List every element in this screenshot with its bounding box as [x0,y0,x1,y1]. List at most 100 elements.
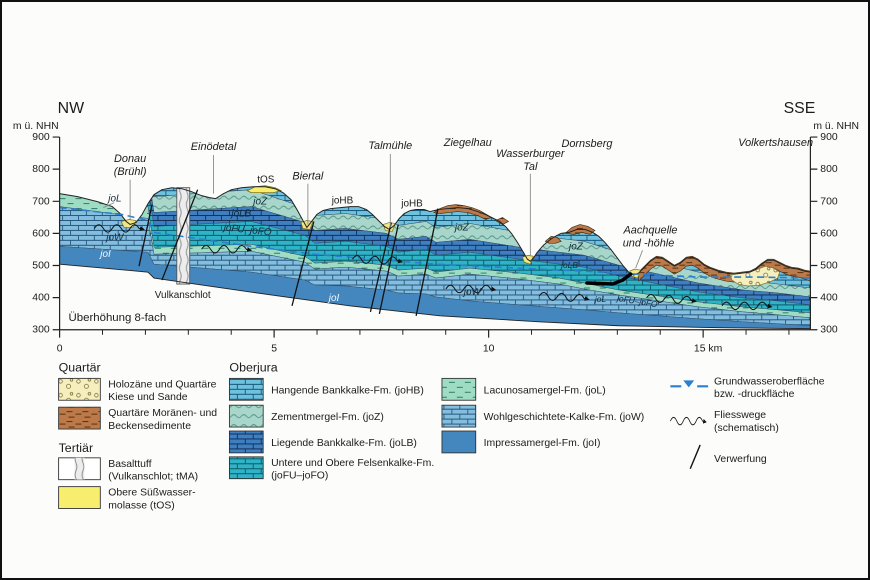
legend-swatch-moraene [58,406,101,430]
elev-tick-label: 500 [32,260,50,271]
stratum-label-johb: joHB [400,199,423,210]
place-label: (Brühl) [114,166,147,178]
stratum-label-tos: tOS [257,175,274,186]
legend-symbol-label: (schematisch) [714,423,779,434]
fault-line [291,221,315,307]
legend-item-label: Untere und Obere Felsenkalke-Fm. [271,458,434,469]
dist-tick-label: 10 [483,344,495,355]
fault-line [161,189,199,281]
fault-line [415,208,439,316]
legend-item-label: (Vulkanschlot; tMA) [108,472,198,483]
legend-item-label: Kiese und Sande [108,392,187,403]
orientation-left-label: NW [58,100,84,117]
terrain-outline [59,186,811,276]
legend-header-tertiaer: Tertiär [59,441,93,455]
legend-item-label: Impressamergel-Fm. (joI) [484,438,601,449]
fault-line [138,204,153,267]
elev-tick-label-right: 800 [820,164,838,175]
legend-symbol-label: bzw. -druckfläche [714,389,795,400]
stratum-labels: joL joW joI tOS joZ joLB joFU–joFO joHB … [98,175,658,310]
elev-tick-label: 600 [32,228,50,239]
place-label: Einödetal [191,141,237,153]
place-label: Wasserburger [496,148,565,160]
place-label: Tal [523,161,538,173]
elev-tick-label-right: 900 [820,132,838,143]
legend-item-label: Liegende Bankkalke-Fm. (joLB) [271,438,417,449]
valley-fills [120,219,642,279]
stratum-label-joz: joZ [453,222,470,233]
bottom-axis-minor-ticks [102,329,790,335]
dist-tick-label: 5 [271,344,277,355]
legend-item-label: Basalttuff [108,459,151,470]
right-axis-unit: m ü. NHN [813,121,859,132]
elev-tick-label: 900 [32,132,50,143]
legend-swatch-johb [228,377,264,401]
place-label: Donau [114,153,146,165]
leader-line [103,202,115,208]
bottom-axis-major-ticks [59,329,704,338]
elev-tick-label-right: 500 [820,260,838,271]
groundwater-symbol-triangle [683,380,695,388]
stratum-label-jolb: joLB [560,260,578,270]
elev-tick-label: 400 [32,293,50,304]
stratum-label-joi: joI [327,293,340,304]
left-axis-unit: m ü. NHN [13,121,59,132]
stratum-label-jol: joL [594,294,607,304]
legend-item-label: Wohlgeschichtete-Kalke-Fm. (joW) [484,412,645,423]
stratum-label-joz: joZ [251,197,268,208]
legend-item-label: Obere Süßwasser- [108,488,195,499]
fault-line [369,222,392,312]
fault-line [378,224,399,314]
legend-swatch-joi [441,430,477,454]
groundwater-table-line [59,206,811,279]
faults [138,189,439,316]
exaggeration-note: Überhöhung 8-fach [69,312,167,324]
axis-labels: NW SSE m ü. NHN m ü. NHN 900 800 700 600… [13,100,859,354]
elev-tick-label-right: 300 [820,325,838,336]
legend-item-label: Holozäne und Quartäre [108,379,216,390]
legend: Quartär Holozäne und Quartäre Kiese und … [58,360,825,511]
elev-tick-label: 700 [32,196,50,207]
legend-symbol-label: Fliesswege [714,410,766,421]
dist-tick-label: 15 km [694,344,722,355]
axes [52,136,818,338]
stratum-label-jow: joW [462,287,483,298]
legend-header-quartaer: Quartär [59,360,101,374]
place-label: Biertal [292,171,323,183]
elev-tick-label: 300 [32,325,50,336]
legend-symbol-groundwater [670,380,709,388]
legend-swatch-jolb [228,430,264,454]
legend-swatch-holozaen [58,377,101,401]
legend-item-label: Zementmergel-Fm. (joZ) [271,412,384,423]
elev-tick-label-right: 600 [820,228,838,239]
place-label: Aachquelle [623,224,678,236]
stratum-label-joi: joI [98,249,111,260]
place-labels: Donau (Brühl) Einödetal Biertal Talmühle… [114,137,813,249]
dist-tick-label: 0 [57,344,63,355]
legend-item-label: Lacunosamergel-Fm. (joL) [484,385,606,396]
left-axis-ticks [52,136,60,331]
place-label: Talmühle [368,140,412,152]
stratum-label-jow: joW [104,232,125,243]
legend-item-label: Quartäre Moränen- und [108,408,217,419]
place-label: Ziegelhau [443,137,492,149]
legend-item-label: Hangende Bankkalke-Fm. (joHB) [271,385,424,396]
stratum-label-jofu: joFU–joFO [221,222,272,238]
stratum-label-joz: joZ [567,241,584,252]
right-axis-ticks [810,136,818,331]
stratum-label-jol: joL [106,194,121,205]
legend-symbol-flowpath [670,417,706,424]
elev-tick-label: 800 [32,164,50,175]
place-label: und -höhle [623,237,675,249]
legend-symbol-label: Verwerfung [714,454,767,465]
place-leaders [103,153,643,269]
legend-swatch-jow [441,404,477,428]
legend-swatch-tos [58,486,101,509]
elev-tick-label-right: 400 [820,293,838,304]
leader-line [635,250,643,269]
valley-fill-talmuehle [382,222,396,232]
legend-symbol-label: Grundwasseroberfläche [714,376,825,387]
legend-item-label: molasse (tOS) [108,500,175,511]
legend-symbol-fault [689,444,701,470]
